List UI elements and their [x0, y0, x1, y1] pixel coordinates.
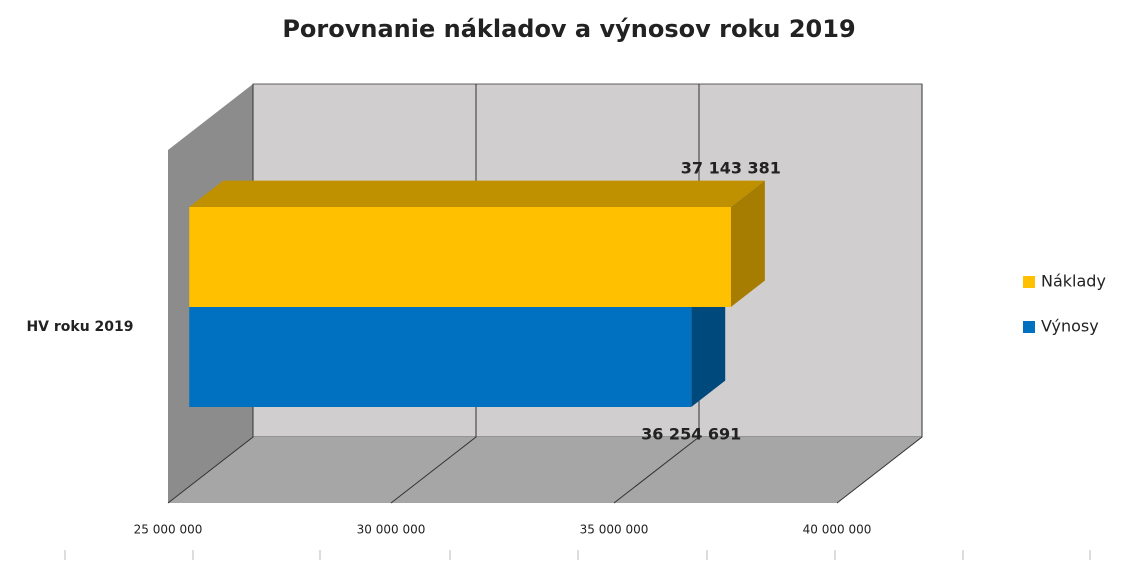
- bar-top: [189, 180, 765, 207]
- y-tick-label: HV roku 2019: [26, 319, 133, 335]
- legend-swatch: [1023, 276, 1035, 288]
- floor: [168, 437, 922, 503]
- x-tick-label: 30 000 000: [357, 523, 426, 537]
- legend-label: Výnosy: [1041, 317, 1099, 336]
- x-tick-label: 25 000 000: [134, 523, 203, 537]
- x-tick-label: 40 000 000: [803, 523, 872, 537]
- bar-side: [730, 180, 765, 307]
- bar-side: [691, 280, 726, 407]
- bottom-marks: [64, 550, 1091, 560]
- grid-line: [836, 84, 923, 504]
- data-label: 36 254 691: [641, 425, 741, 444]
- chart-title: Porovnanie nákladov a výnosov roku 2019: [282, 15, 855, 43]
- legend-label: Náklady: [1041, 272, 1106, 291]
- bar: [189, 307, 692, 407]
- x-tick-label: 35 000 000: [580, 523, 649, 537]
- bar: [189, 207, 731, 307]
- data-label: 37 143 381: [681, 159, 781, 178]
- legend-swatch: [1023, 321, 1035, 333]
